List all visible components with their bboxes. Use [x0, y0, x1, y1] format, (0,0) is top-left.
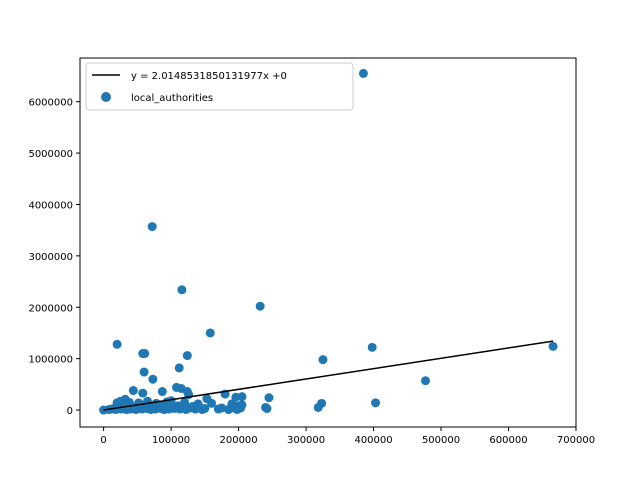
- data-point: [157, 387, 167, 397]
- data-point: [358, 68, 368, 78]
- data-point: [264, 393, 274, 403]
- data-point: [255, 301, 265, 311]
- x-tick-label: 300000: [287, 435, 325, 446]
- data-point: [217, 403, 227, 413]
- data-point: [200, 403, 210, 413]
- axes-frame: [79, 57, 577, 428]
- x-tick-label: 100000: [152, 435, 190, 446]
- y-axis: 0 1000000 2000000 3000000 4000000 5000000 6000…: [28, 98, 80, 417]
- y-tick-label: 1000000: [28, 355, 73, 366]
- x-tick-label: 600000: [489, 435, 527, 446]
- data-point: [139, 367, 149, 377]
- x-tick-label: 200000: [219, 435, 257, 446]
- data-point: [140, 349, 150, 359]
- x-tick-label: 400000: [354, 435, 392, 446]
- data-point: [421, 376, 431, 386]
- legend-box: [85, 62, 354, 111]
- y-tick-label: 6000000: [28, 98, 73, 109]
- data-point: [371, 398, 381, 408]
- data-point: [262, 403, 272, 413]
- x-tick-label: 500000: [422, 435, 460, 446]
- data-point: [231, 392, 241, 402]
- data-point: [318, 355, 328, 365]
- data-point: [138, 388, 148, 398]
- data-point: [182, 351, 192, 361]
- fit-line: [103, 340, 554, 411]
- data-point: [367, 342, 377, 352]
- fit-line-layer: [103, 340, 554, 411]
- legend-series-label: local_authorities: [131, 93, 213, 104]
- data-point: [207, 398, 217, 408]
- data-point: [223, 405, 233, 415]
- data-point: [548, 341, 558, 351]
- y-tick-label: 2000000: [28, 303, 73, 314]
- data-point: [177, 285, 187, 295]
- x-axis: 0 100000 200000 300000 400000 500000 600000 700…: [100, 427, 595, 446]
- x-tick-label: 700000: [557, 435, 595, 446]
- data-point: [205, 328, 215, 338]
- data-point: [147, 222, 157, 232]
- points-layer: [99, 68, 558, 415]
- y-tick-label: 0: [67, 406, 73, 417]
- y-tick-label: 5000000: [28, 149, 73, 160]
- legend-fit-label: y = 2.0148531850131977x +0: [131, 71, 287, 82]
- legend: y = 2.0148531850131977x +0 local_authori…: [85, 62, 354, 111]
- data-point: [174, 363, 184, 373]
- y-tick-label: 3000000: [28, 252, 73, 263]
- data-point: [112, 339, 122, 349]
- y-tick-label: 4000000: [28, 200, 73, 211]
- data-point: [313, 402, 323, 412]
- legend-marker-swatch: [101, 92, 111, 102]
- x-tick-label: 0: [100, 435, 106, 446]
- data-point: [128, 386, 138, 396]
- data-point: [148, 374, 158, 384]
- data-point: [236, 403, 246, 413]
